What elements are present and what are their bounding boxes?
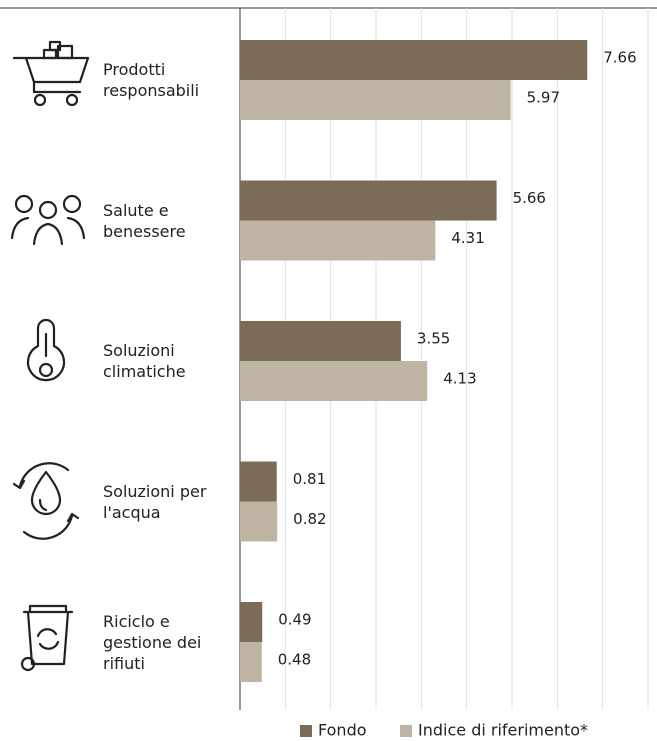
category-label: Prodotti responsabili [103, 60, 200, 100]
bar [240, 220, 436, 261]
value-label: 3.55 [417, 330, 450, 348]
value-label: 0.48 [278, 651, 311, 669]
bar [240, 361, 428, 401]
bar [240, 180, 497, 221]
value-label: 0.81 [293, 470, 326, 488]
bar [240, 321, 401, 361]
value-label: 0.49 [278, 611, 311, 629]
bar [240, 461, 277, 502]
category-label: Soluzioni climatiche [103, 341, 186, 381]
value-label: 0.82 [293, 510, 326, 528]
legend-swatch [400, 725, 412, 737]
value-label: 5.66 [513, 189, 546, 207]
bar [240, 642, 262, 682]
bin-icon [20, 604, 74, 672]
cart-icon [12, 40, 90, 107]
category-label: Salute e benessere [103, 201, 186, 241]
legend-swatch [300, 725, 312, 737]
value-label: 5.97 [527, 89, 560, 107]
bar [240, 40, 588, 80]
bar [240, 80, 511, 120]
people-icon [10, 194, 86, 246]
category-label: Riciclo e gestione dei rifiuti [103, 611, 202, 673]
category-label: Soluzioni per l'acqua [103, 482, 207, 522]
value-label: 4.31 [451, 229, 484, 247]
bar [240, 602, 263, 642]
value-label: 4.13 [443, 370, 476, 388]
thermometer-icon [26, 318, 66, 382]
legend-label: Fondo [318, 721, 367, 740]
value-label: 7.66 [603, 49, 636, 67]
bar [240, 501, 278, 542]
legend-label: Indice di riferimento* [418, 721, 588, 740]
water-icon [12, 462, 80, 540]
